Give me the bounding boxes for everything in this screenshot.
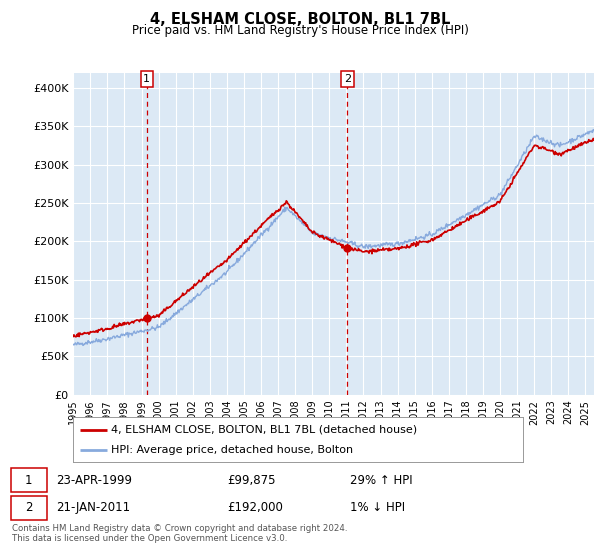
- Text: £99,875: £99,875: [227, 474, 276, 487]
- Text: 21-JAN-2011: 21-JAN-2011: [56, 501, 130, 514]
- Text: Contains HM Land Registry data © Crown copyright and database right 2024.
This d: Contains HM Land Registry data © Crown c…: [12, 524, 347, 543]
- Text: 4, ELSHAM CLOSE, BOLTON, BL1 7BL (detached house): 4, ELSHAM CLOSE, BOLTON, BL1 7BL (detach…: [112, 424, 418, 435]
- Text: 1: 1: [143, 74, 150, 84]
- Text: 29% ↑ HPI: 29% ↑ HPI: [350, 474, 412, 487]
- Text: 23-APR-1999: 23-APR-1999: [56, 474, 131, 487]
- FancyBboxPatch shape: [11, 468, 47, 492]
- Text: 1% ↓ HPI: 1% ↓ HPI: [350, 501, 404, 514]
- Text: 1: 1: [25, 474, 32, 487]
- Text: 2: 2: [344, 74, 351, 84]
- Text: £192,000: £192,000: [227, 501, 283, 514]
- Text: Price paid vs. HM Land Registry's House Price Index (HPI): Price paid vs. HM Land Registry's House …: [131, 24, 469, 36]
- Text: HPI: Average price, detached house, Bolton: HPI: Average price, detached house, Bolt…: [112, 445, 353, 455]
- Text: 4, ELSHAM CLOSE, BOLTON, BL1 7BL: 4, ELSHAM CLOSE, BOLTON, BL1 7BL: [150, 12, 450, 27]
- Text: 2: 2: [25, 501, 32, 514]
- FancyBboxPatch shape: [11, 496, 47, 520]
